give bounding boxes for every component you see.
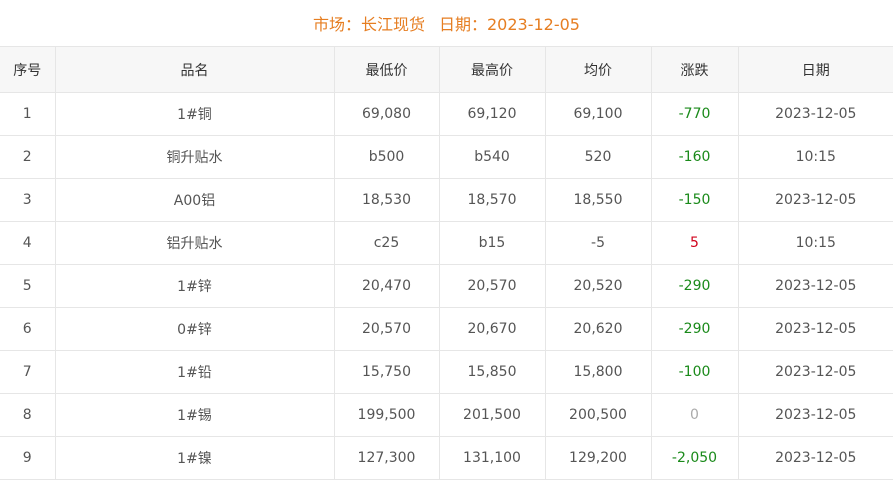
price-table: 序号 品名 最低价 最高价 均价 涨跌 日期 1 1#铜 69,080 69,120 69,100-… xyxy=(0,46,893,480)
table-cell: b540 xyxy=(438,135,546,179)
title: 市场：长江现货 日期：2023-12-05 xyxy=(0,12,893,38)
table-cell: c25 xyxy=(333,221,440,265)
table-row: 6 0#锌 20,570 20,670 20,620 -290 2023-12-05 xyxy=(0,307,893,351)
table-cell: b15 xyxy=(438,221,546,265)
table-cell: -5 xyxy=(544,221,652,265)
table-cell: 18,570 xyxy=(438,178,546,222)
table-cell: -770 xyxy=(650,92,739,136)
table-cell: 15,800 xyxy=(544,350,652,394)
table-cell: 69,120 xyxy=(438,92,546,136)
table-body: 1 1#铜 69,080 69,120 69,100 -770 2023-12-05 2 铜升贴… xyxy=(0,92,893,480)
column-header: 均价 xyxy=(544,46,652,93)
table-cell: 199,500 xyxy=(333,393,440,437)
table-cell: -160 xyxy=(650,135,739,179)
table-cell: 2 xyxy=(0,135,56,179)
table-row: 1 1#铜 69,080 69,120 69,100 -770 2023-12-05 xyxy=(0,92,893,136)
table-cell: 1 xyxy=(0,92,56,136)
table-cell: 200,500 xyxy=(544,393,652,437)
table-cell: 20,620 xyxy=(544,307,652,351)
table-cell: 201,500 xyxy=(438,393,546,437)
table-cell: 4 xyxy=(0,221,56,265)
table-cell: 520 xyxy=(544,135,652,179)
table-cell: 铝升贴水 xyxy=(54,221,335,265)
table-row: 3 A00铝 18,530 18,570 18,550 -150 2023-12-05 xyxy=(0,178,893,222)
table-cell: 1#铅 xyxy=(54,350,335,394)
table-cell: 10:15 xyxy=(737,221,893,265)
table-cell: 20,570 xyxy=(333,307,440,351)
table-cell: 129,200 xyxy=(544,436,652,480)
table-cell: -2,050 xyxy=(650,436,739,480)
table-cell: 0 xyxy=(650,393,739,437)
table-cell: 2023-12-05 xyxy=(737,393,893,437)
table-cell: 69,080 xyxy=(333,92,440,136)
table-cell: 69,100 xyxy=(544,92,652,136)
table-cell: 20,520 xyxy=(544,264,652,308)
table-cell: 20,570 xyxy=(438,264,546,308)
table-cell: 5 xyxy=(0,264,56,308)
table-row: 2 铜升贴水 b500 b540 520 -160 10:15 xyxy=(0,135,893,179)
table-row: 8 1#锡 199,500 201,500 200,500 0 2023-12-05 xyxy=(0,393,893,437)
table-row: 5 1#锌 20,470 20,570 20,520 -290 2023-12-05 xyxy=(0,264,893,308)
table-cell: -100 xyxy=(650,350,739,394)
table-cell: 20,670 xyxy=(438,307,546,351)
table-cell: 7 xyxy=(0,350,56,394)
table-cell: 9 xyxy=(0,436,56,480)
column-header: 涨跌 xyxy=(650,46,739,93)
table-cell: 1#铜 xyxy=(54,92,335,136)
table-cell: -290 xyxy=(650,264,739,308)
table-cell: 18,530 xyxy=(333,178,440,222)
table-cell: 18,550 xyxy=(544,178,652,222)
table-cell: 127,300 xyxy=(333,436,440,480)
date: 日期：2023-12-05 xyxy=(439,15,580,34)
table-cell: A00铝 xyxy=(54,178,335,222)
column-header: 最低价 xyxy=(333,46,440,93)
table-cell: b500 xyxy=(333,135,440,179)
table-cell: 131,100 xyxy=(438,436,546,480)
table-cell: 2023-12-05 xyxy=(737,307,893,351)
table-cell: 5 xyxy=(650,221,739,265)
column-header: 最高价 xyxy=(438,46,546,93)
market: 市场：长江现货 xyxy=(312,15,425,34)
column-header: 品名 xyxy=(54,46,335,93)
table-cell: 2023-12-05 xyxy=(737,350,893,394)
table-cell: 6 xyxy=(0,307,56,351)
column-header: 序号 xyxy=(0,46,56,93)
table-cell: 1#锡 xyxy=(54,393,335,437)
table-cell: 3 xyxy=(0,178,56,222)
table-cell: 2023-12-05 xyxy=(737,178,893,222)
table-cell: -290 xyxy=(650,307,739,351)
table-cell: -150 xyxy=(650,178,739,222)
table-cell: 20,470 xyxy=(333,264,440,308)
table-cell: 8 xyxy=(0,393,56,437)
column-header: 日期 xyxy=(737,46,893,93)
table-cell: 2023-12-05 xyxy=(737,436,893,480)
table-cell: 10:15 xyxy=(737,135,893,179)
table-row: 9 1#镍 127,300 131,100 129,200 -2,050 2023-12-0… xyxy=(0,436,893,480)
table-cell: 1#镍 xyxy=(54,436,335,480)
header-row: 序号 品名 最低价 最高价 均价 涨跌 日期 xyxy=(0,46,893,93)
table-cell: 15,850 xyxy=(438,350,546,394)
table-cell: 0#锌 xyxy=(54,307,335,351)
table-head: 序号 品名 最低价 最高价 均价 涨跌 日期 xyxy=(0,46,893,93)
table-cell: 15,750 xyxy=(333,350,440,394)
table-cell: 铜升贴水 xyxy=(54,135,335,179)
table-row: 4 铝升贴水 c25 b15 -5 5 10:15 xyxy=(0,221,893,265)
table-cell: 1#锌 xyxy=(54,264,335,308)
table-cell: 2023-12-05 xyxy=(737,264,893,308)
table-cell: 2023-12-05 xyxy=(737,92,893,136)
table-row: 7 1#铅 15,750 15,850 15,800 -100 2023-12-05 xyxy=(0,350,893,394)
